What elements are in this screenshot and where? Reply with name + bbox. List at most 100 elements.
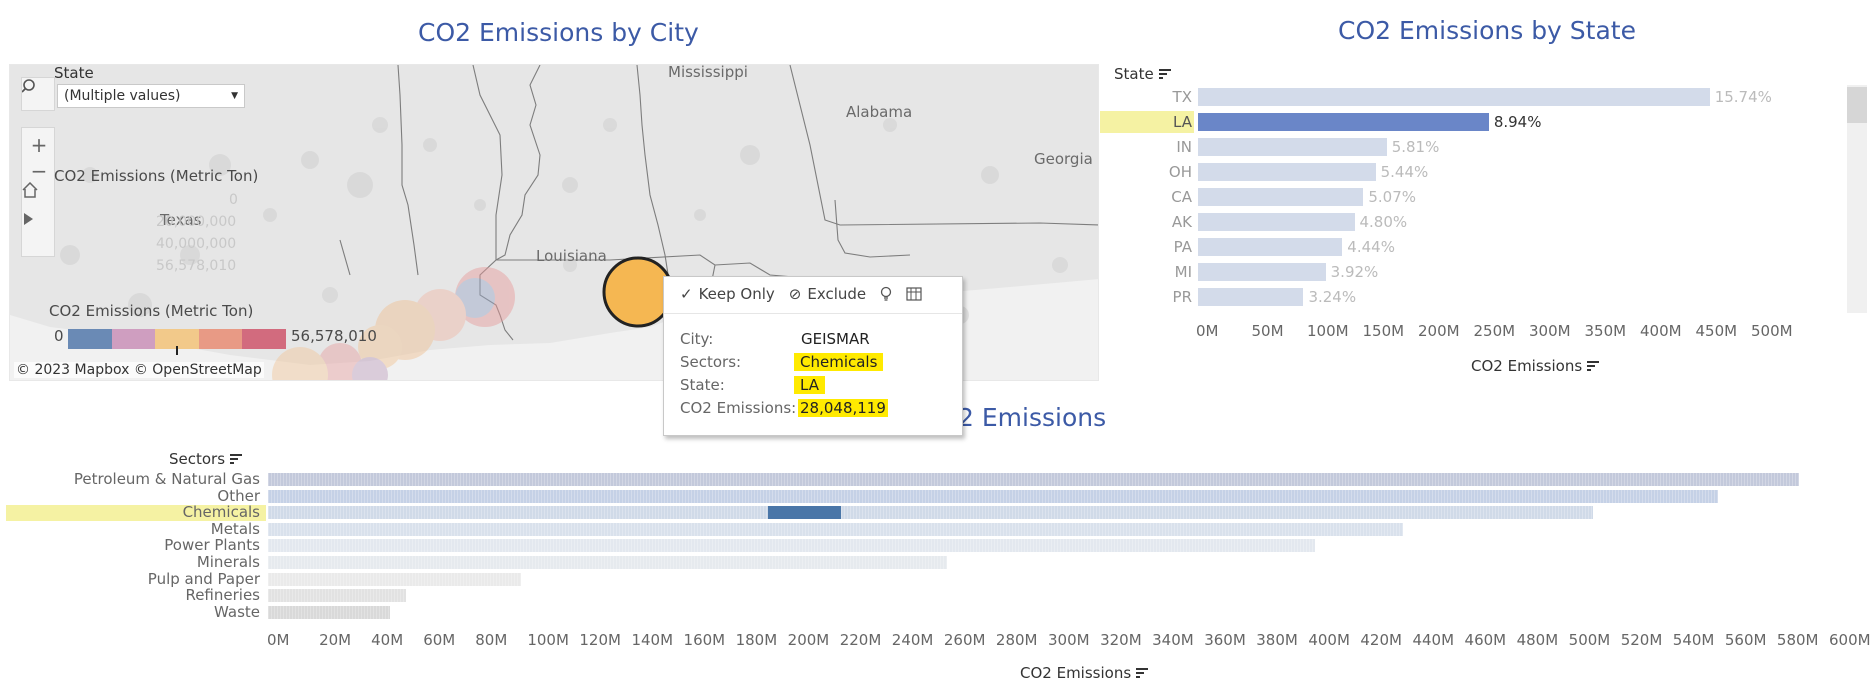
sector-axis-tick: 40M [371, 631, 404, 649]
color-legend-min: 0 [54, 327, 64, 345]
sector-selected-segment[interactable] [767, 506, 841, 520]
sector-bar[interactable] [268, 572, 521, 586]
state-bar-value: 4.44% [1347, 238, 1395, 256]
sector-label[interactable]: Petroleum & Natural Gas [73, 470, 260, 488]
state-bar-value: 5.44% [1380, 163, 1429, 181]
sector-label[interactable]: Refineries [185, 586, 260, 605]
sector-label[interactable]: Chemicals [182, 503, 260, 522]
sector-axis-tick: 580M [1776, 631, 1819, 649]
state-bar[interactable] [1198, 263, 1326, 281]
state-bar[interactable] [1198, 188, 1364, 206]
state-bar[interactable] [1198, 288, 1304, 306]
state-axis-tick: 0M [1196, 322, 1219, 340]
state-label[interactable]: TX [1172, 88, 1192, 106]
label-texas: Texas [160, 211, 202, 229]
map-attribution[interactable]: © 2023 Mapbox © OpenStreetMap [14, 362, 264, 378]
sector-bar[interactable] [268, 473, 1799, 486]
sector-bar[interactable] [268, 556, 948, 569]
view-data-icon[interactable] [906, 285, 922, 303]
sector-axis-tick: 300M [1048, 631, 1090, 649]
size-legend-title: CO2 Emissions (Metric Ton) [54, 167, 259, 185]
tt-city-value: GEISMAR [801, 330, 870, 348]
sector-bar[interactable] [268, 506, 1594, 520]
state-filter-dropdown[interactable]: (Multiple values) ▼ [57, 84, 245, 108]
sector-bar[interactable] [268, 489, 1719, 503]
tt-emissions-value: 28,048,119 [798, 399, 888, 417]
sector-axis-tick: 100M [527, 631, 569, 649]
sectors-field-header[interactable]: Sectors [169, 450, 243, 468]
sector-label[interactable]: Pulp and Paper [147, 569, 260, 588]
tooltip: ✓ Keep Only ⊘ Exclude City: GEISMAR Sector… [663, 276, 963, 436]
state-label[interactable]: CA [1171, 188, 1192, 206]
tt-city-label: City: [680, 330, 714, 348]
sector-bar[interactable] [268, 589, 406, 603]
tt-state-label: State: [680, 376, 725, 394]
state-bar[interactable] [1198, 138, 1387, 156]
tt-sectors-label: Sectors: [680, 353, 742, 371]
color-legend-max: 56,578,010 [291, 327, 377, 345]
sector-label[interactable]: Minerals [196, 553, 260, 571]
sector-label[interactable]: Other [217, 486, 260, 505]
sector-label[interactable]: Metals [210, 519, 260, 538]
play-button[interactable] [22, 212, 56, 246]
sector-axis-tick: 120M [579, 631, 621, 649]
color-legend-title: CO2 Emissions (Metric Ton) [49, 302, 254, 320]
state-bar[interactable] [1198, 163, 1376, 181]
keep-only-button[interactable]: ✓ Keep Only [680, 285, 775, 303]
home-icon [22, 182, 38, 198]
state-bar[interactable] [1198, 213, 1355, 231]
lightbulb-icon[interactable] [880, 285, 892, 303]
exclude-button[interactable]: ⊘ Exclude [789, 285, 866, 303]
selected-city-bubble [602, 256, 674, 328]
state-chart-title: CO2 Emissions by State [1338, 16, 1636, 45]
sector-bar[interactable] [268, 539, 1315, 553]
zoom-in-button[interactable]: + [30, 133, 48, 157]
sector-axis-tick: 140M [631, 631, 674, 649]
scrollbar-thumb[interactable] [1847, 87, 1867, 123]
state-bar[interactable] [1198, 88, 1710, 106]
sector-axis-tick: 500M [1568, 631, 1611, 649]
state-axis-title[interactable]: CO2 Emissions [1471, 357, 1600, 375]
state-bar-value: 3.92% [1330, 263, 1379, 281]
sector-axis-tick: 360M [1204, 631, 1246, 649]
state-label[interactable]: LA [1173, 113, 1192, 131]
state-bar-value: 5.07% [1368, 188, 1417, 206]
sector-axis-tick: 0M [267, 631, 290, 649]
state-label[interactable]: MI [1174, 263, 1192, 281]
state-chart-scrollbar[interactable] [1847, 85, 1867, 313]
color-ramp-swatch [111, 329, 156, 349]
sector-label[interactable]: Power Plants [164, 536, 260, 555]
sector-axis-tick: 260M [943, 631, 986, 649]
size-legend-item-3: 56,578,010 [156, 258, 237, 274]
state-label[interactable]: OH [1168, 163, 1192, 181]
sector-axis-title[interactable]: CO2 Emissions [1020, 664, 1149, 682]
state-label[interactable]: PA [1173, 238, 1192, 256]
state-field-header[interactable]: State [1114, 65, 1171, 83]
sector-axis-tick: 240M [891, 631, 934, 649]
state-axis-tick: 500M [1751, 322, 1793, 340]
size-legend-item-1: 20,000,000 [156, 214, 237, 230]
sector-axis-tick: 280M [995, 631, 1038, 649]
sector-axis-tick: 200M [787, 631, 830, 649]
size-legend-item-0: 0 [229, 192, 238, 208]
sector-bar[interactable] [268, 605, 391, 619]
state-label[interactable]: PR [1172, 288, 1192, 306]
sector-bar[interactable] [268, 522, 1404, 536]
state-bar[interactable] [1198, 113, 1489, 131]
sector-axis-tick: 460M [1464, 631, 1507, 649]
state-axis-tick: 400M [1640, 322, 1682, 340]
home-button[interactable] [22, 182, 56, 216]
state-bar-value: 15.74% [1714, 88, 1772, 106]
zoom-out-button[interactable]: − [30, 159, 48, 183]
state-label[interactable]: AK [1171, 213, 1192, 231]
city-map[interactable]: Mississippi Alabama Georgia Louisiana Te… [9, 64, 1099, 381]
state-label[interactable]: IN [1176, 138, 1192, 156]
sector-label[interactable]: Waste [214, 602, 260, 621]
sector-chart-title: 2 Emissions [958, 403, 1107, 432]
state-axis-tick: 250M [1473, 322, 1516, 340]
map-search-button[interactable] [21, 77, 55, 111]
sector-axis-tick: 560M [1724, 631, 1767, 649]
state-bar[interactable] [1198, 238, 1343, 256]
state-bar-value: 5.81% [1391, 138, 1440, 156]
sector-axis-tick: 540M [1672, 631, 1715, 649]
